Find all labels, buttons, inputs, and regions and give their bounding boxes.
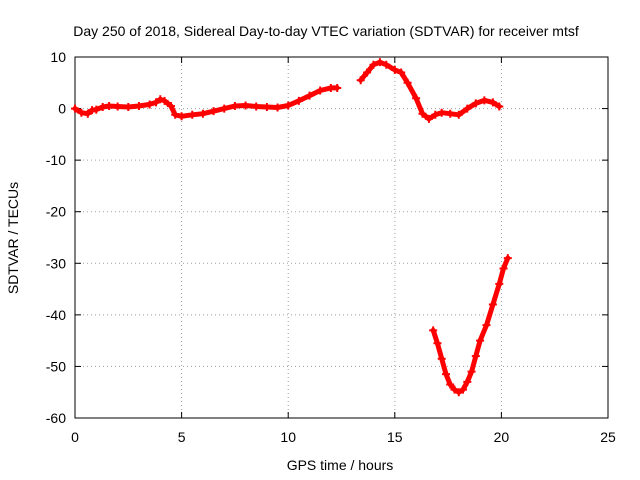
y-tick-label: -50 <box>46 358 66 374</box>
y-tick-label: 10 <box>50 49 66 65</box>
x-axis-label: GPS time / hours <box>287 457 394 473</box>
x-tick-label: 5 <box>178 429 186 445</box>
data-point <box>114 103 122 111</box>
grid <box>75 57 608 418</box>
y-tick-label: -10 <box>46 152 66 168</box>
y-tick-label: -60 <box>46 410 66 426</box>
chart-title: Day 250 of 2018, Sidereal Day-to-day VTE… <box>73 23 579 39</box>
sdtvar-chart: 0 5 10 15 20 25 -60 -50 -40 -30 -20 -10 0 10 Day 250 … <box>0 0 640 480</box>
x-tick-label: 0 <box>71 429 79 445</box>
data-point <box>252 103 260 111</box>
x-tick-label: 25 <box>600 429 616 445</box>
series-line <box>361 62 500 119</box>
y-tick-label: -30 <box>46 255 66 271</box>
y-tick-label: -40 <box>46 307 66 323</box>
series-2 <box>357 58 504 123</box>
y-tick-label: -20 <box>46 204 66 220</box>
x-tick-label: 20 <box>494 429 510 445</box>
x-tick-label: 10 <box>280 429 296 445</box>
data-point <box>333 84 341 92</box>
x-tick-label: 15 <box>387 429 403 445</box>
y-tick-label: 0 <box>58 101 66 117</box>
series-3 <box>429 254 512 396</box>
data-point <box>263 103 271 111</box>
series-1 <box>71 84 341 120</box>
plot-frame <box>75 57 608 418</box>
data-point <box>242 101 250 109</box>
data-point <box>124 103 132 111</box>
y-axis-label: SDTVAR / TECUs <box>5 182 21 294</box>
